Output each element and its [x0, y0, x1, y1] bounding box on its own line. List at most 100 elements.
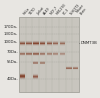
Bar: [40, 53, 45, 54]
Bar: [60, 55, 65, 56]
Bar: [26, 53, 32, 54]
Bar: [73, 68, 78, 69]
Bar: [33, 45, 38, 46]
Bar: [40, 40, 45, 41]
Bar: [26, 45, 32, 46]
Bar: [40, 42, 45, 43]
Bar: [33, 53, 38, 54]
Bar: [20, 52, 25, 53]
Bar: [20, 77, 25, 78]
Bar: [33, 62, 38, 63]
Bar: [40, 64, 45, 65]
Bar: [40, 45, 45, 46]
Bar: [46, 52, 52, 53]
Text: HEK-293: HEK-293: [56, 3, 68, 16]
Bar: [73, 69, 78, 70]
Bar: [40, 54, 45, 55]
Bar: [53, 41, 58, 42]
Bar: [40, 62, 45, 63]
Bar: [33, 62, 38, 63]
Bar: [33, 64, 38, 65]
Bar: [26, 53, 32, 54]
Bar: [66, 68, 72, 69]
Bar: [46, 45, 52, 46]
Bar: [20, 44, 25, 45]
Bar: [20, 73, 25, 75]
Bar: [40, 61, 45, 62]
Bar: [40, 61, 45, 62]
Bar: [66, 67, 72, 68]
Bar: [46, 54, 52, 55]
Bar: [33, 77, 38, 78]
Bar: [53, 55, 58, 56]
Bar: [40, 53, 45, 54]
Bar: [46, 42, 52, 43]
Bar: [33, 55, 38, 56]
Bar: [26, 41, 32, 42]
Bar: [26, 44, 32, 45]
Bar: [26, 55, 32, 56]
Bar: [33, 55, 38, 56]
Bar: [53, 43, 58, 44]
Bar: [46, 55, 52, 56]
Bar: [33, 42, 38, 43]
Bar: [33, 78, 38, 79]
Text: NIH/3T3: NIH/3T3: [69, 3, 81, 16]
Bar: [40, 43, 45, 44]
Bar: [20, 74, 25, 75]
Bar: [53, 44, 58, 45]
Bar: [66, 67, 72, 68]
Bar: [46, 41, 52, 42]
Bar: [33, 40, 38, 41]
Bar: [60, 53, 65, 54]
Bar: [60, 52, 65, 53]
Bar: [26, 41, 32, 42]
Bar: [46, 44, 52, 45]
Bar: [20, 42, 25, 43]
Bar: [20, 41, 25, 42]
Bar: [60, 43, 65, 44]
Bar: [33, 62, 38, 63]
Bar: [46, 45, 52, 46]
Bar: [46, 43, 52, 44]
Bar: [33, 76, 38, 77]
Bar: [33, 74, 38, 75]
Bar: [33, 75, 38, 76]
Bar: [46, 40, 52, 41]
Bar: [33, 63, 38, 64]
Bar: [20, 55, 25, 56]
Bar: [40, 62, 45, 63]
Bar: [40, 51, 45, 52]
Bar: [40, 52, 45, 53]
Bar: [20, 45, 25, 46]
Bar: [26, 54, 32, 55]
Bar: [53, 41, 58, 42]
Bar: [53, 44, 58, 45]
Bar: [66, 66, 72, 67]
Bar: [40, 41, 45, 42]
Bar: [53, 53, 58, 54]
Bar: [20, 43, 25, 44]
Bar: [20, 53, 25, 54]
Bar: [26, 43, 32, 44]
Bar: [40, 43, 45, 44]
Bar: [33, 54, 38, 55]
Bar: [60, 43, 65, 44]
Bar: [60, 55, 65, 56]
Bar: [40, 62, 45, 63]
Text: A549: A549: [42, 7, 51, 16]
Bar: [46, 51, 52, 52]
Bar: [53, 40, 58, 41]
Text: HeLa: HeLa: [22, 7, 31, 16]
Bar: [53, 51, 58, 52]
Bar: [33, 54, 38, 55]
Bar: [53, 55, 58, 56]
Text: 170Da-: 170Da-: [4, 25, 18, 29]
Bar: [73, 68, 78, 69]
Bar: [33, 61, 38, 62]
Bar: [20, 75, 25, 76]
Bar: [53, 52, 58, 53]
Bar: [66, 69, 72, 70]
Bar: [40, 41, 45, 42]
Bar: [33, 52, 38, 53]
